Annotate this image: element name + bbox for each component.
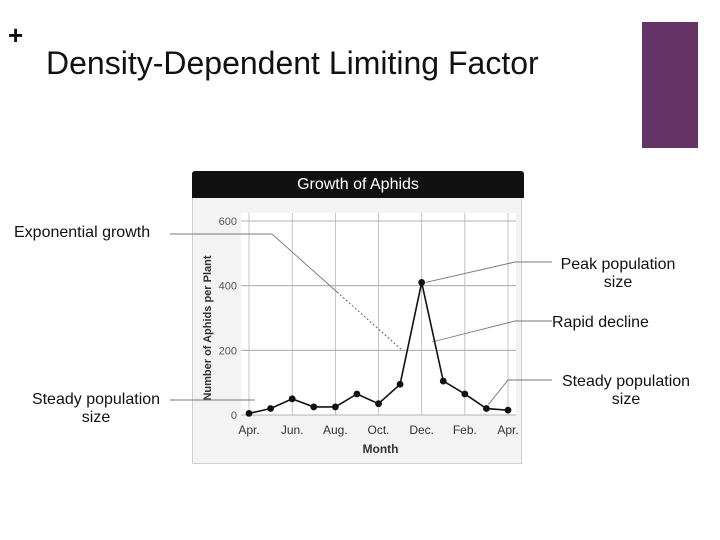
x-tick-label: Aug.	[323, 423, 348, 437]
plus-icon: +	[8, 20, 24, 50]
y-tick-label: 600	[219, 216, 237, 228]
data-point	[396, 380, 404, 388]
x-tick-label: Dec.	[409, 423, 434, 437]
chart-title: Growth of Aphids	[192, 171, 524, 198]
data-point	[288, 395, 296, 403]
callout-steady-right: Steady population size	[552, 373, 700, 409]
callout-exponential-growth: Exponential growth	[14, 224, 150, 242]
leader-peak	[425, 261, 552, 283]
callout-peak-population: Peak population size	[552, 256, 684, 292]
data-point	[418, 279, 426, 286]
data-point	[353, 390, 361, 398]
y-tick-label: 400	[219, 281, 237, 293]
data-point	[461, 390, 469, 398]
callout-line: Rapid decline	[552, 314, 649, 331]
callout-line: Steady population	[561, 373, 691, 390]
data-point	[483, 405, 490, 412]
y-axis-label: Number of Aphids per Plant	[202, 255, 214, 400]
data-point	[310, 403, 318, 411]
leader-steady-right	[488, 379, 552, 405]
data-point	[439, 377, 447, 385]
y-tick-label: 200	[219, 345, 237, 357]
x-tick-label: Feb.	[453, 423, 477, 437]
x-tick-label: Jun.	[281, 423, 304, 437]
accent-bar	[642, 22, 698, 148]
leader-exponential-dotted	[336, 291, 403, 351]
x-tick-label: Oct.	[367, 423, 389, 437]
callout-line: size	[81, 409, 111, 426]
slide-title: Density-Dependent Limiting Factor	[46, 45, 539, 81]
x-tick-label: Apr.	[238, 423, 259, 437]
callout-steady-left: Steady population size	[22, 391, 170, 427]
data-point	[375, 400, 382, 408]
data-point	[245, 409, 253, 417]
callout-line: size	[611, 391, 641, 408]
data-point	[504, 406, 512, 414]
y-tick-label: 0	[231, 410, 237, 422]
data-point	[267, 405, 274, 412]
callout-line: Exponential growth	[14, 224, 151, 241]
leader-exponential	[170, 233, 338, 293]
x-tick-label: Apr.	[497, 423, 518, 437]
callout-line: Steady population	[31, 391, 161, 408]
data-point	[331, 403, 339, 411]
callout-line: Peak population	[560, 256, 676, 273]
leader-decline	[431, 320, 552, 343]
callout-rapid-decline: Rapid decline	[552, 314, 649, 332]
callout-line: size	[603, 274, 633, 291]
x-axis-label: Month	[363, 442, 399, 456]
